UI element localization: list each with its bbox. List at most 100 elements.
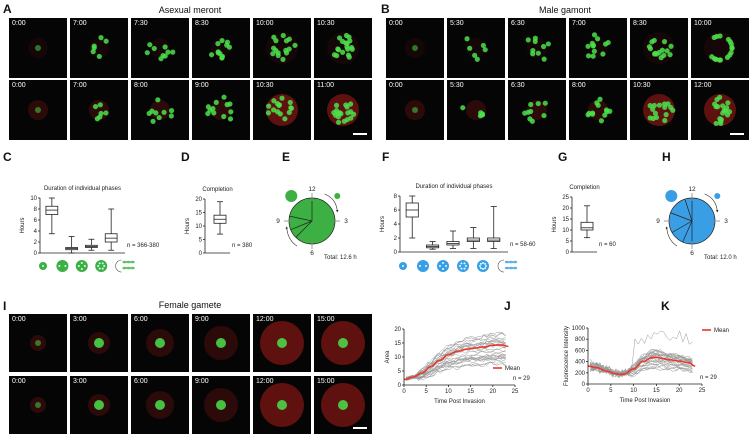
y-tick-label: 0 [34,251,38,257]
individual-trace [590,349,693,377]
x-tick-label: 10 [445,389,452,395]
timestamp: 0:00 [12,378,26,385]
timestamp: 10:30 [633,82,651,89]
box [213,201,227,235]
individual-trace [406,353,506,380]
individual-trace [406,354,506,381]
montage-title: Female gamete [158,300,222,310]
individual-trace [590,360,693,377]
individual-trace [406,357,506,381]
timestamp: 0:00 [12,316,26,323]
panel-label-I: I [3,299,7,313]
n-annotation: n = 380 [232,243,253,249]
chart-title: Duration of individual phases [44,186,121,192]
timestamp: 15:00 [317,316,335,323]
box [446,230,460,249]
pie-disc [288,197,336,245]
x-tick-label: 15 [653,388,660,394]
individual-trace [406,348,506,381]
timestamp: 6:30 [511,82,525,89]
chart-title: Completion [569,185,599,191]
y-tick-label: 4 [394,222,398,228]
timestamp: 7:00 [73,20,87,27]
y-tick-label: 5 [398,369,402,375]
microscopy-frame: 11:00 [314,80,372,140]
y-axis-label: Hours [185,218,191,234]
pie-slice-boundary [295,220,313,238]
n-annotation: n = 29 [513,376,531,382]
stage-icon [115,259,135,273]
clock-label: 12 [308,186,316,193]
y-tick-label: 20 [394,327,401,333]
individual-trace [590,361,693,376]
individual-trace [406,356,506,380]
timestamp: 0:00 [389,20,403,27]
y-axis-label: Area [385,350,391,363]
microscopy-frame: 12:00 [253,376,311,434]
microscopy-frame: 0:00 [9,18,67,78]
y-tick-label: 10 [394,355,401,361]
individual-trace [406,356,506,381]
individual-trace [590,366,693,378]
pie-slice-boundary [670,212,693,222]
panel-label-J: J [504,299,511,313]
legend-label: Mean [714,328,729,334]
panel-label-G: G [558,150,568,164]
microscopy-frame: 12:00 [691,80,749,140]
clock-label: 9 [276,218,280,225]
microscopy-frame: 10:00 [691,18,749,78]
y-tick-label: 10 [30,196,37,202]
y-tick-label: 25 [562,195,569,201]
timestamp: 10:30 [256,82,274,89]
box [65,236,78,254]
individual-trace [590,353,693,376]
box [466,227,480,249]
microscopy-frame: 9:00 [192,376,250,434]
individual-trace [590,354,693,378]
x-tick-label: 25 [699,388,706,394]
timestamp: 10:00 [694,20,712,27]
individual-trace [590,351,693,378]
individual-trace [406,354,506,380]
microscopy-frame: 12:00 [253,314,311,372]
individual-trace [590,357,693,377]
x-axis-label: Time Post Invasion [620,398,671,404]
individual-trace [590,354,693,375]
microscopy-frame: 10:30 [314,18,372,78]
individual-trace [590,361,693,375]
timestamp: 7:00 [73,82,87,89]
microscopy-frame: 7:00 [569,18,627,78]
y-tick-label: 400 [575,360,586,366]
timestamp: 0:00 [389,82,403,89]
individual-trace [590,363,693,378]
microscopy-frame: 3:00 [70,376,128,434]
pie-clock-E: 12 3 6 9 Total: 12.6 h [276,186,357,261]
y-tick-label: 15 [562,217,569,223]
timestamp: 8:30 [195,20,209,27]
individual-trace [590,350,693,376]
arrow-icon [285,226,298,247]
y-axis-label: Fluorescence Intensity [564,326,570,386]
mean-line [587,356,696,376]
y-tick-label: 10 [195,224,202,230]
panel-label-E: E [282,150,291,164]
y-tick-label: 6 [34,218,38,224]
timestamp: 6:30 [511,20,525,27]
clock-label: 12 [688,186,696,193]
box [104,208,118,251]
individual-trace [406,347,506,380]
stage-icon [399,262,407,270]
timestamp: 12:00 [256,378,274,385]
box [426,241,440,250]
timestamp: 9:00 [195,316,209,323]
timestamp: 7:30 [134,20,148,27]
x-tick-label: 0 [402,389,406,395]
n-annotation: n = 29 [700,375,718,381]
microscopy-frame: 8:30 [192,18,250,78]
timestamp: 8:00 [572,82,586,89]
n-annotation: n = 60 [599,242,617,248]
stage-icon [714,193,721,199]
stage-icon [457,260,469,272]
pie-slice-boundary [289,215,313,222]
